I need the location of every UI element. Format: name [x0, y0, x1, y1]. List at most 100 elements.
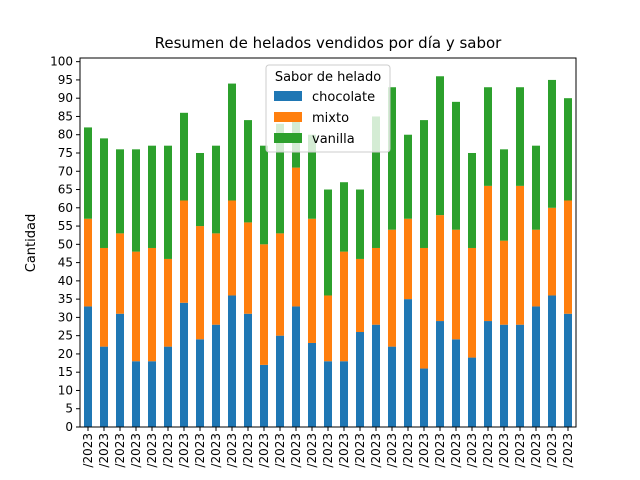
bar-segment — [452, 339, 460, 427]
bar-segment — [532, 229, 540, 307]
bar-segment — [260, 364, 268, 427]
bar-segment — [324, 361, 332, 427]
x-tick-label: /2023 — [513, 433, 527, 468]
bar-segment — [372, 324, 380, 427]
bar-segment — [404, 134, 412, 219]
legend-swatch — [274, 133, 302, 143]
x-tick-label: /2023 — [113, 433, 127, 468]
y-tick-label: 50 — [58, 237, 73, 251]
bar-segment — [564, 200, 572, 314]
bar-segment — [164, 346, 172, 427]
bar-segment — [100, 247, 108, 347]
bar-segment — [244, 222, 252, 314]
x-tick-label: /2023 — [433, 433, 447, 468]
x-tick-label: /2023 — [241, 433, 255, 468]
x-tick-label: /2023 — [177, 433, 191, 468]
bar-segment — [340, 361, 348, 427]
bar-segment — [132, 251, 140, 362]
bar-segment — [84, 218, 92, 307]
bar-segment — [132, 149, 140, 252]
y-tick-label: 85 — [58, 109, 73, 123]
bar-segment — [292, 167, 300, 307]
chart-title: Resumen de helados vendidos por día y sa… — [155, 34, 503, 52]
bar-segment — [484, 321, 492, 427]
y-tick-label: 80 — [58, 128, 73, 142]
x-tick-label: /2023 — [497, 433, 511, 468]
x-tick-label: /2023 — [369, 433, 383, 468]
y-tick-label: 55 — [58, 219, 73, 233]
bar-segment — [356, 258, 364, 333]
bar-segment — [436, 215, 444, 322]
x-tick-label: /2023 — [417, 433, 431, 468]
bar-segment — [372, 247, 380, 325]
bar-segment — [308, 342, 316, 427]
bar-segment — [404, 218, 412, 300]
bar-segment — [164, 145, 172, 259]
bar-segment — [356, 332, 364, 427]
bar-segment — [100, 138, 108, 248]
x-tick-label: /2023 — [193, 433, 207, 468]
x-tick-label: /2023 — [273, 433, 287, 468]
bar-segment — [452, 229, 460, 340]
bar-segment — [228, 200, 236, 296]
bar-segment — [420, 247, 428, 369]
bar-segment — [100, 346, 108, 427]
bar-segment — [196, 339, 204, 427]
legend-label: chocolate — [312, 90, 375, 105]
bar-segment — [132, 361, 140, 427]
x-tick-label: /2023 — [97, 433, 111, 468]
bar-segment — [404, 299, 412, 427]
bar-segment — [436, 76, 444, 216]
legend-label: vanilla — [312, 132, 355, 147]
bar-segment — [372, 116, 380, 248]
x-tick-label: /2023 — [81, 433, 95, 468]
bar-segment — [276, 123, 284, 234]
x-tick-label: /2023 — [145, 433, 159, 468]
bar-segment — [84, 127, 92, 219]
x-tick-label: /2023 — [161, 433, 175, 468]
y-tick-label: 65 — [58, 183, 73, 197]
x-tick-label: /2023 — [337, 433, 351, 468]
x-tick-label: /2023 — [225, 433, 239, 468]
bar-segment — [516, 185, 524, 325]
bar-segment — [324, 189, 332, 296]
legend-label: mixto — [312, 111, 349, 126]
bar-segment — [180, 200, 188, 303]
bar-segment — [420, 368, 428, 427]
legend-box — [265, 64, 391, 153]
y-tick-label: 70 — [58, 164, 73, 178]
legend-swatch — [274, 112, 302, 122]
bar-segment — [388, 87, 396, 230]
x-tick-label: /2023 — [529, 433, 543, 468]
bar-segment — [564, 313, 572, 427]
bar-segment — [340, 182, 348, 252]
bar-segment — [276, 233, 284, 336]
bar-segment — [260, 145, 268, 245]
y-tick-label: 0 — [65, 420, 73, 434]
bar-segment — [180, 302, 188, 427]
bar-segment — [532, 145, 540, 230]
bar-segment — [228, 83, 236, 201]
bar-segment — [516, 87, 524, 186]
bar-segment — [116, 149, 124, 234]
x-tick-label: /2023 — [465, 433, 479, 468]
x-tick-label: /2023 — [545, 433, 559, 468]
x-tick-label: /2023 — [561, 433, 575, 468]
bar-segment — [308, 134, 316, 219]
bar-segment — [164, 258, 172, 347]
bar-segment — [196, 152, 204, 227]
bar-segment — [308, 218, 316, 343]
bar-segment — [260, 244, 268, 365]
bar-segment — [468, 247, 476, 358]
y-tick-label: 5 — [65, 402, 73, 416]
bar-segment — [500, 149, 508, 241]
x-tick-label: /2023 — [129, 433, 143, 468]
bar-segment — [548, 79, 556, 208]
bar-segment — [244, 313, 252, 427]
bar-segment — [436, 321, 444, 427]
x-tick-label: /2023 — [257, 433, 271, 468]
bar-segment — [500, 324, 508, 427]
legend-title: Sabor de helado — [275, 70, 381, 85]
y-tick-label: 100 — [50, 55, 73, 69]
